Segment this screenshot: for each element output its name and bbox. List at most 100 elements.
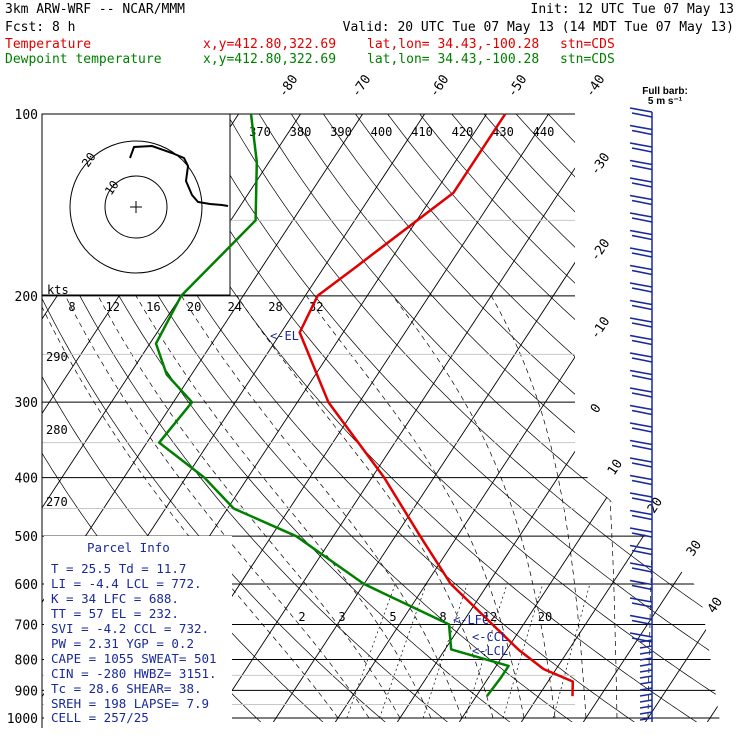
mixing-ratio-label: 12 (105, 300, 119, 314)
mixing-ratio-label: 20 (187, 300, 201, 314)
isotherm-label: 10 (605, 457, 626, 478)
mixing-ratio-label: 20 (538, 610, 552, 624)
wind-barb (629, 492, 653, 503)
pressure-tick-label: 400 (15, 472, 38, 487)
theta-label: 280 (46, 423, 68, 437)
dry-adiabat (547, 114, 720, 722)
parcel-row: TT = 57 EL = 232. (51, 606, 179, 621)
wind-barb (629, 107, 653, 118)
moist-adiabat (65, 295, 370, 719)
hodograph-inset: 10 20 kts (41, 113, 231, 297)
init-time: Init: 12 UTC Tue 07 May 13 (531, 2, 735, 17)
legend-temperature: Temperature (5, 37, 91, 52)
wind-barb (639, 699, 653, 703)
el-marker: <-EL (270, 329, 299, 343)
theta-label: 270 (46, 495, 68, 509)
parcel-row: CIN = -280 HWBZ= 3151. (51, 666, 217, 681)
wind-barb (629, 282, 653, 293)
isotherm (42, 114, 363, 722)
pressure-tick-label: 300 (15, 396, 38, 411)
pressure-tick-label: 600 (15, 578, 38, 593)
hodograph-trace (129, 144, 229, 207)
isotherm (42, 114, 301, 722)
wind-barb (629, 387, 653, 398)
wind-barb (629, 632, 653, 643)
isotherm-label: 20 (645, 495, 666, 516)
isotherm-label: -70 (349, 72, 375, 100)
wind-barb (629, 422, 653, 433)
parcel-info-panel: Parcel Info T = 25.5 Td = 11.7 LI = -4.4… (44, 536, 232, 725)
wind-barb (639, 645, 653, 649)
wind-barb (629, 334, 653, 346)
ccl-marker: <-CCL (472, 630, 508, 644)
mixing-ratio-label: 28 (268, 300, 282, 314)
temperature-station: stn=CDS (560, 37, 615, 52)
moist-adiabat (490, 295, 587, 719)
mixing-ratio-line (379, 583, 427, 719)
theta-e-label: 400 (371, 125, 393, 139)
wind-barb (629, 579, 653, 591)
dry-adiabat (42, 114, 459, 722)
wind-barb (639, 717, 653, 721)
wind-barb (639, 693, 653, 697)
dry-adiabat (644, 114, 720, 722)
dry-adiabat (708, 114, 720, 722)
dry-adiabat (612, 114, 720, 722)
parcel-row: T = 25.5 Td = 11.7 (51, 561, 186, 576)
pressure-tick-label: 200 (15, 290, 38, 305)
wind-barb (629, 264, 653, 276)
dry-adiabat (194, 114, 720, 722)
wind-barb (629, 404, 653, 416)
hodograph-ring-label-20: 20 (79, 150, 99, 170)
parcel-row: SREH = 198 LAPSE= 7.9 (51, 696, 209, 711)
mixing-ratio-line (346, 583, 396, 719)
theta-e-label: 420 (452, 125, 474, 139)
lfc-marker: <-LFC (453, 613, 489, 627)
parcel-info-title: Parcel Info (87, 540, 170, 555)
dry-adiabat (387, 114, 720, 722)
mixing-ratio-label: 12 (483, 610, 497, 624)
wind-barb (629, 369, 653, 381)
model-title: 3km ARW-WRF -- NCAR/MMM (5, 2, 185, 17)
wind-barb (639, 669, 653, 673)
wind-barb (629, 212, 653, 223)
isotherm-label: -20 (588, 236, 614, 264)
barb-scale-label: Full barb: (642, 86, 688, 97)
wind-barb (629, 159, 653, 171)
dry-adiabat (291, 114, 720, 722)
wind-barb (629, 527, 653, 538)
forecast-hour: Fcst: 8 h (5, 20, 75, 35)
wind-barb (629, 299, 653, 311)
pressure-tick-label: 500 (15, 530, 38, 545)
parcel-row: K = 34 LFC = 688. (51, 591, 179, 606)
isotherm-label: -10 (588, 314, 614, 342)
mixing-ratio-label: 8 (68, 300, 75, 314)
wind-barb (629, 194, 653, 206)
pressure-tick-label: 800 (15, 653, 38, 668)
hodograph-ring-label-10: 10 (102, 178, 122, 198)
dry-adiabat (483, 114, 720, 722)
parcel-row: LI = -4.4 LCL = 772. (51, 576, 202, 591)
moist-adiabat (181, 295, 463, 719)
isotherm-label: -80 (276, 72, 302, 100)
isotherm-label: 40 (705, 595, 726, 616)
theta-label: 290 (46, 350, 68, 364)
mixing-ratio-label: 3 (338, 610, 345, 624)
wind-barb (629, 562, 653, 573)
parcel-row: CELL = 257/25 (51, 710, 149, 725)
wind-barb-column (629, 107, 653, 722)
pressure-tick-label: 1000 (7, 712, 38, 727)
dry-adiabat (323, 114, 720, 722)
wind-barb (629, 247, 653, 258)
parcel-row: Tc = 28.6 SHEAR= 38. (51, 681, 202, 696)
barb-scale-units: 5 m s⁻¹ (648, 96, 683, 107)
profile-dewpoint-temperature (154, 113, 510, 697)
wind-barb (629, 544, 653, 556)
dewpoint-station: stn=CDS (560, 52, 615, 67)
mixing-ratio-label: 8 (439, 610, 446, 624)
wind-barb (629, 439, 653, 451)
dewpoint-xy: x,y=412.80,322.69 (203, 52, 336, 67)
isotherm (579, 114, 720, 722)
